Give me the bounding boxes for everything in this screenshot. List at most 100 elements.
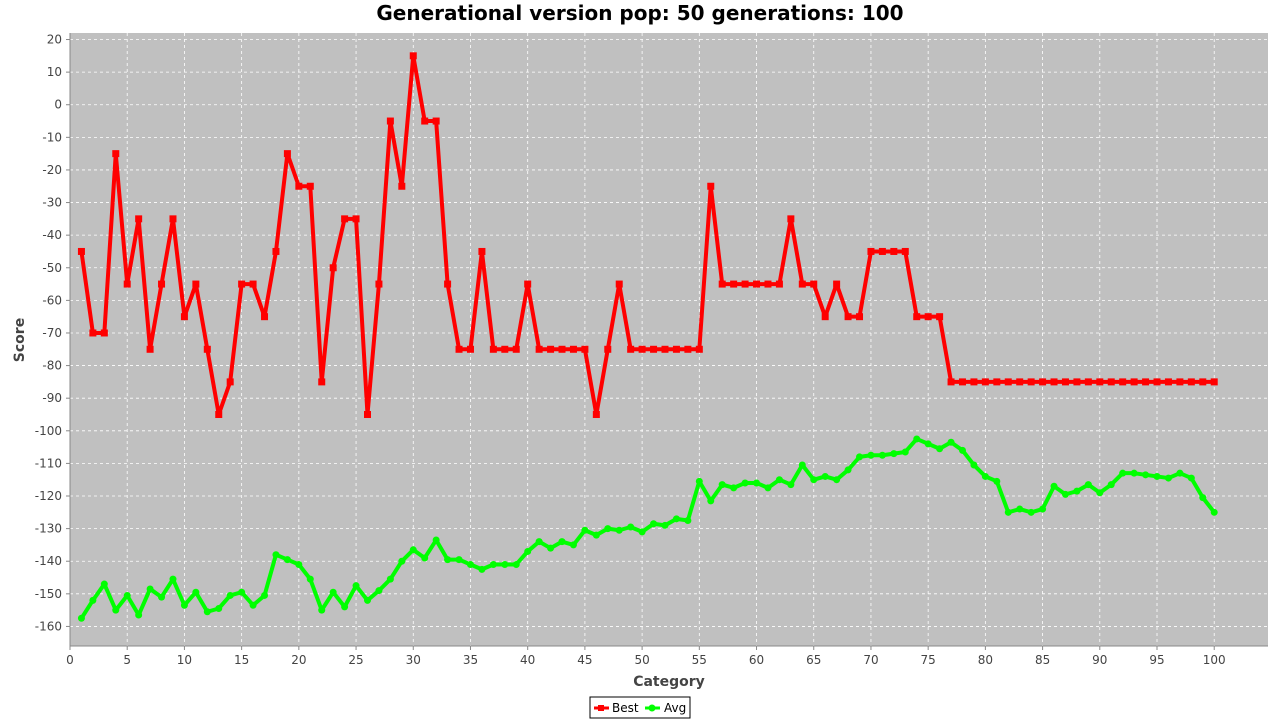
data-point-best bbox=[981, 378, 989, 386]
data-point-best bbox=[810, 280, 818, 288]
data-point-avg bbox=[283, 556, 291, 564]
data-point-best bbox=[398, 182, 406, 190]
data-point-best bbox=[341, 215, 349, 223]
legend-avg-marker bbox=[648, 704, 656, 712]
data-point-best bbox=[1107, 378, 1115, 386]
data-point-avg bbox=[547, 544, 555, 552]
data-point-avg bbox=[341, 603, 349, 611]
series-line-best bbox=[79, 53, 1215, 417]
data-point-avg bbox=[329, 588, 337, 596]
data-point-avg bbox=[1061, 490, 1069, 498]
data-point-avg bbox=[1016, 505, 1024, 513]
data-point-avg bbox=[1096, 489, 1104, 497]
data-point-best bbox=[718, 280, 726, 288]
legend-label-best: Best bbox=[612, 701, 639, 715]
data-point-avg bbox=[158, 593, 166, 601]
data-point-avg bbox=[627, 523, 635, 531]
data-point-avg bbox=[958, 446, 966, 454]
x-tick-label: 10 bbox=[177, 653, 192, 667]
data-point-avg bbox=[981, 472, 989, 480]
data-point-best bbox=[764, 280, 772, 288]
data-point-avg bbox=[764, 484, 772, 492]
data-point-avg bbox=[512, 560, 520, 568]
data-point-avg bbox=[1073, 487, 1081, 495]
x-tick-label: 95 bbox=[1149, 653, 1164, 667]
x-tick-label: 100 bbox=[1203, 653, 1226, 667]
data-point-best bbox=[363, 410, 371, 418]
data-point-avg bbox=[1107, 481, 1115, 489]
data-point-avg bbox=[226, 591, 234, 599]
y-tick-label: -50 bbox=[42, 261, 62, 275]
x-tick-label: 45 bbox=[577, 653, 592, 667]
data-point-best bbox=[238, 280, 246, 288]
data-point-avg bbox=[1119, 469, 1127, 477]
data-point-best bbox=[375, 280, 383, 288]
data-point-best bbox=[1073, 378, 1081, 386]
data-point-avg bbox=[913, 435, 921, 443]
data-point-best bbox=[901, 247, 909, 255]
data-point-avg bbox=[650, 520, 658, 528]
data-point-avg bbox=[409, 546, 417, 554]
series-best bbox=[77, 52, 1218, 418]
data-point-best bbox=[1084, 378, 1092, 386]
data-point-best bbox=[1187, 378, 1195, 386]
data-point-avg bbox=[810, 476, 818, 484]
data-point-avg bbox=[821, 472, 829, 480]
legend-best-marker bbox=[598, 705, 604, 711]
data-point-avg bbox=[730, 484, 738, 492]
data-point-avg bbox=[1050, 482, 1058, 490]
data-point-best bbox=[615, 280, 623, 288]
data-point-best bbox=[489, 345, 497, 353]
y-tick-label: 20 bbox=[47, 33, 62, 47]
x-tick-label: 55 bbox=[692, 653, 707, 667]
data-point-best bbox=[112, 150, 120, 158]
y-tick-label: -120 bbox=[35, 489, 62, 503]
x-tick-label: 70 bbox=[863, 653, 878, 667]
data-point-avg bbox=[135, 611, 143, 619]
data-point-best bbox=[844, 313, 852, 321]
data-point-avg bbox=[100, 580, 108, 588]
x-tick-label: 40 bbox=[520, 653, 535, 667]
data-point-avg bbox=[604, 525, 612, 533]
x-tick-label: 50 bbox=[634, 653, 649, 667]
data-point-avg bbox=[421, 554, 429, 562]
data-point-avg bbox=[695, 477, 703, 485]
data-point-avg bbox=[238, 588, 246, 596]
data-point-avg bbox=[386, 575, 394, 583]
data-point-best bbox=[1061, 378, 1069, 386]
data-point-avg bbox=[89, 596, 97, 604]
data-point-best bbox=[1199, 378, 1207, 386]
data-point-best bbox=[512, 345, 520, 353]
data-point-avg bbox=[993, 477, 1001, 485]
data-point-best bbox=[1016, 378, 1024, 386]
data-point-best bbox=[444, 280, 452, 288]
data-point-best bbox=[535, 345, 543, 353]
data-point-best bbox=[100, 329, 108, 337]
data-point-avg bbox=[466, 560, 474, 568]
data-point-best bbox=[169, 215, 177, 223]
data-point-best bbox=[787, 215, 795, 223]
data-point-avg bbox=[192, 588, 200, 596]
x-axis-label: Category bbox=[633, 674, 705, 690]
data-point-best bbox=[695, 345, 703, 353]
data-point-best bbox=[638, 345, 646, 353]
data-point-best bbox=[1210, 378, 1218, 386]
data-point-best bbox=[318, 378, 326, 386]
data-point-avg bbox=[1164, 474, 1172, 482]
data-point-best bbox=[524, 280, 532, 288]
data-point-avg bbox=[398, 557, 406, 565]
data-point-avg bbox=[684, 516, 692, 524]
data-point-best bbox=[856, 313, 864, 321]
data-point-avg bbox=[375, 587, 383, 595]
data-point-best bbox=[455, 345, 463, 353]
data-point-best bbox=[569, 345, 577, 353]
data-point-best bbox=[661, 345, 669, 353]
data-point-best bbox=[1130, 378, 1138, 386]
data-point-best bbox=[993, 378, 1001, 386]
data-point-avg bbox=[169, 575, 177, 583]
data-point-best bbox=[329, 264, 337, 272]
y-tick-label: -110 bbox=[35, 456, 62, 470]
data-point-best bbox=[146, 345, 154, 353]
data-point-best bbox=[283, 150, 291, 158]
data-point-avg bbox=[890, 450, 898, 458]
